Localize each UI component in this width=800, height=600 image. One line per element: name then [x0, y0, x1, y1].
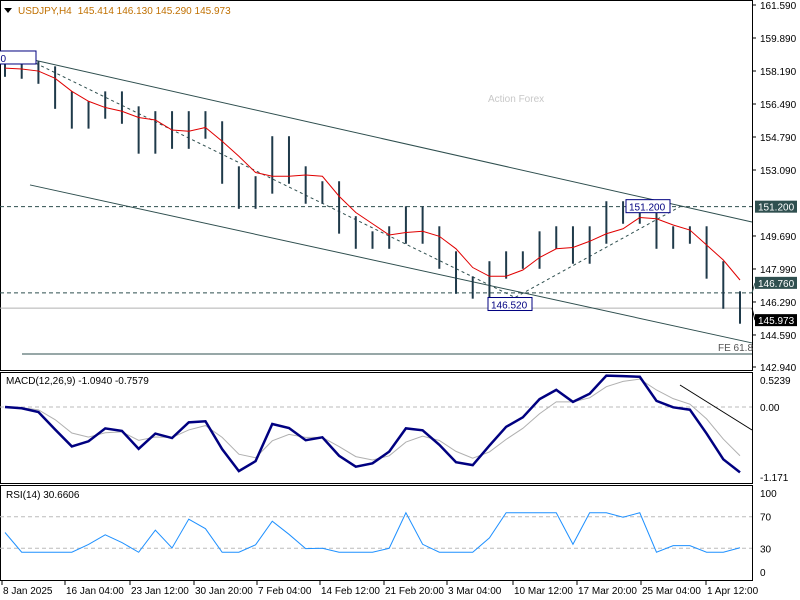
price-annotation-box-2 — [0, 50, 37, 65]
macd-title: MACD(12,26,9) -1.0940 -0.7579 — [6, 376, 149, 387]
price-annotation-2: 60 — [0, 54, 7, 65]
level-tag-connector-2 — [751, 308, 756, 321]
price-tick-label: 156.490 — [760, 100, 797, 111]
time-tick-label: 23 Jan 12:00 — [131, 586, 189, 597]
time-tick-label: 25 Mar 04:00 — [642, 586, 701, 597]
price-panel[interactable] — [0, 0, 753, 371]
dropdown-triangle-icon[interactable] — [4, 8, 12, 13]
rsi-tick-label: 0 — [760, 568, 766, 579]
moving-average-line — [4, 67, 741, 281]
time-tick-label: 14 Feb 12:00 — [321, 586, 380, 597]
price-tick-label: 154.790 — [760, 133, 797, 144]
price-tick-label: 146.290 — [760, 298, 797, 309]
price-tick-label: 159.890 — [760, 34, 797, 45]
symbol-title: USDJPY,H4 145.414 146.130 145.290 145.973 — [18, 6, 231, 17]
rsi-tick-label: 100 — [760, 489, 777, 500]
price-tick-label: 158.190 — [760, 67, 797, 78]
macd-trendline — [679, 384, 753, 431]
rsi-line — [4, 511, 741, 553]
time-tick-label: 21 Feb 20:00 — [385, 586, 444, 597]
rsi-tick-label: 70 — [760, 513, 772, 524]
price-tick-label: 142.940 — [760, 363, 797, 374]
level-label-2: 145.973 — [758, 316, 795, 327]
time-tick-label: 3 Mar 04:00 — [448, 586, 502, 597]
price-annotation-1: 151.200 — [629, 203, 666, 214]
level-tag-connector-1 — [751, 282, 756, 293]
rsi-panel[interactable] — [0, 485, 753, 581]
macd-tick-label: -1.171 — [760, 473, 789, 484]
level-label-1: 146.760 — [758, 279, 795, 290]
level-label-0: 151.200 — [758, 203, 795, 214]
time-tick-label: 7 Feb 04:00 — [258, 586, 312, 597]
macd-line — [4, 374, 741, 474]
rsi-tick-label: 30 — [760, 544, 772, 555]
price-tick-label: 149.690 — [760, 232, 797, 243]
fe-label: FE 61.8 — [718, 343, 753, 354]
macd-panel[interactable] — [0, 372, 753, 484]
price-tick-label: 153.090 — [760, 166, 797, 177]
macd-tick-label: 0.00 — [760, 403, 780, 414]
channel-lower-line — [29, 184, 753, 344]
price-annotation-box-0 — [487, 297, 533, 312]
price-tick-label: 147.990 — [760, 265, 797, 276]
price-tick-label: 144.590 — [760, 331, 797, 342]
price-annotation-0: 146.520 — [491, 301, 528, 312]
watermark: Action Forex — [488, 94, 544, 105]
level-tag-0 — [755, 200, 797, 213]
macd-signal-line — [4, 378, 741, 461]
time-tick-label: 17 Mar 20:00 — [578, 586, 637, 597]
price-annotation-box-1 — [625, 199, 671, 214]
rsi-title: RSI(14) 30.6606 — [6, 490, 80, 501]
level-tag-2 — [755, 314, 797, 327]
time-tick-label: 16 Jan 04:00 — [66, 586, 124, 597]
time-tick-label: 30 Jan 20:00 — [195, 586, 253, 597]
time-tick-label: 8 Jan 2025 — [3, 586, 53, 597]
time-tick-label: 10 Mar 12:00 — [514, 586, 573, 597]
time-tick-label: 1 Apr 12:00 — [707, 586, 759, 597]
level-tag-1 — [755, 276, 797, 289]
price-tick-label: 161.590 — [760, 1, 797, 12]
channel-upper-line — [24, 57, 753, 223]
macd-tick-label: 0.5239 — [760, 376, 791, 387]
